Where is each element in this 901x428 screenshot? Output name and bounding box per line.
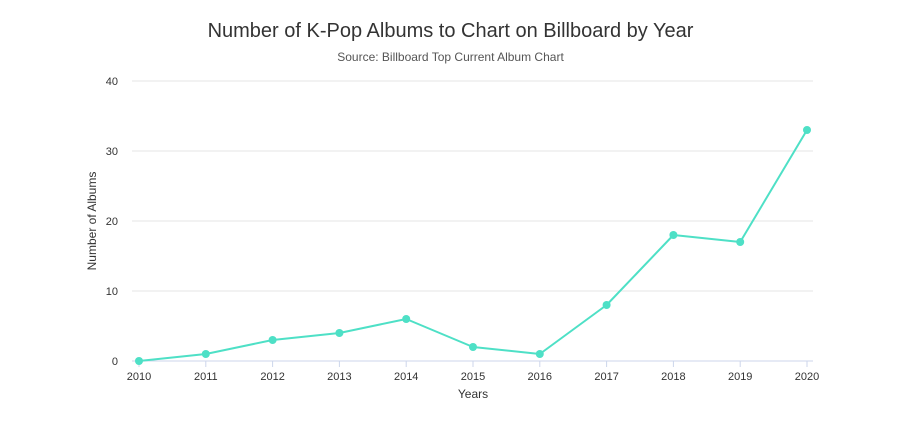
y-tick-label: 40 xyxy=(106,76,118,88)
data-point[interactable] xyxy=(201,350,210,358)
data-point[interactable] xyxy=(268,336,277,344)
gridlines xyxy=(132,80,813,292)
data-point[interactable] xyxy=(402,315,411,323)
x-tick-label: 2020 xyxy=(795,371,819,383)
x-tick-label: 2010 xyxy=(127,371,151,383)
x-tick-label: 2019 xyxy=(728,371,752,383)
x-tick-label: 2017 xyxy=(594,371,618,383)
chart-title: Number of K-Pop Albums to Chart on Billb… xyxy=(207,20,694,42)
data-point[interactable] xyxy=(602,301,611,309)
data-point[interactable] xyxy=(535,350,544,358)
x-tick-label: 2011 xyxy=(194,371,218,383)
x-tick-label: 2013 xyxy=(327,371,351,383)
data-point[interactable] xyxy=(135,357,143,365)
data-point[interactable] xyxy=(803,126,811,134)
chart-subtitle: Source: Billboard Top Current Album Char… xyxy=(337,50,564,64)
data-point[interactable] xyxy=(469,343,477,351)
x-tick-label: 2016 xyxy=(528,371,552,383)
data-point[interactable] xyxy=(669,231,678,239)
x-axis-title: Years xyxy=(458,387,488,401)
y-axis-title: Number of Albums xyxy=(85,172,99,271)
axes: 0 10 20 30 40 2010 2011 2012 2013 2014 2015 2016 201… xyxy=(106,76,819,383)
y-tick-label: 0 xyxy=(112,356,118,368)
y-tick-label: 10 xyxy=(106,286,118,298)
x-tick-label: 2014 xyxy=(394,371,418,383)
y-tick-label: 30 xyxy=(106,146,118,158)
data-point[interactable] xyxy=(736,238,745,246)
data-point[interactable] xyxy=(335,329,344,337)
series-line xyxy=(138,129,808,362)
x-tick-label: 2015 xyxy=(461,371,485,383)
x-tick-label: 2018 xyxy=(661,371,685,383)
y-tick-label: 20 xyxy=(106,216,118,228)
x-tick-label: 2012 xyxy=(260,371,284,383)
series-layer xyxy=(135,126,811,365)
